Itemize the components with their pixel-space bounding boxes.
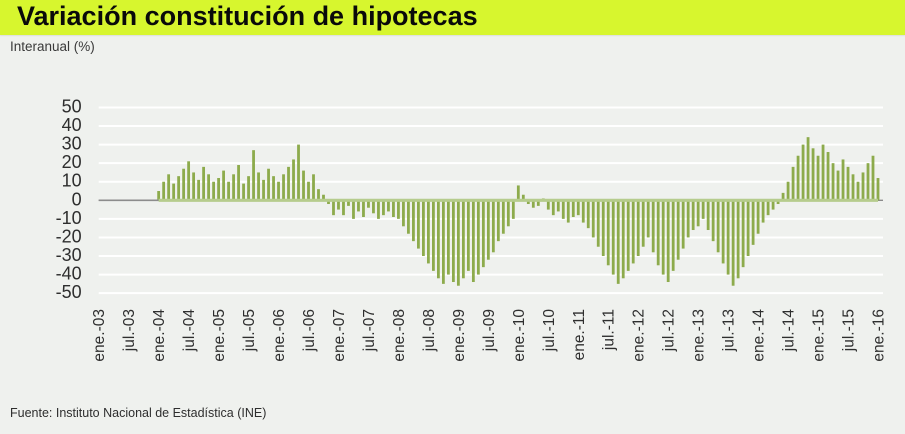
svg-text:ene.-13: ene.-13 xyxy=(691,309,708,362)
svg-text:ene.-03: ene.-03 xyxy=(91,309,108,362)
svg-text:jul.-13: jul.-13 xyxy=(721,309,738,352)
svg-text:ene.-07: ene.-07 xyxy=(331,309,348,362)
svg-text:20: 20 xyxy=(62,152,82,172)
svg-text:ene.-04: ene.-04 xyxy=(151,309,168,362)
svg-text:ene.-06: ene.-06 xyxy=(271,309,288,362)
svg-text:jul.-10: jul.-10 xyxy=(541,309,558,353)
svg-text:40: 40 xyxy=(62,115,82,135)
svg-text:jul.-14: jul.-14 xyxy=(781,309,798,353)
svg-text:-50: -50 xyxy=(56,282,82,302)
svg-text:-20: -20 xyxy=(56,226,82,246)
svg-text:jul.-04: jul.-04 xyxy=(181,309,198,353)
svg-text:ene.-11: ene.-11 xyxy=(571,309,588,360)
svg-text:50: 50 xyxy=(62,96,82,116)
svg-text:jul.-12: jul.-12 xyxy=(661,309,678,352)
svg-text:ene.-16: ene.-16 xyxy=(870,309,887,362)
svg-text:ene.-14: ene.-14 xyxy=(751,309,768,362)
svg-text:jul.-03: jul.-03 xyxy=(121,309,138,352)
svg-text:ene.-12: ene.-12 xyxy=(631,309,648,362)
svg-text:ene.-09: ene.-09 xyxy=(451,309,468,362)
svg-text:-10: -10 xyxy=(56,208,82,228)
svg-text:-40: -40 xyxy=(56,264,82,284)
svg-text:jul.-05: jul.-05 xyxy=(241,309,258,352)
svg-text:jul.-07: jul.-07 xyxy=(361,309,378,352)
svg-text:jul.-09: jul.-09 xyxy=(481,309,498,352)
svg-text:-30: -30 xyxy=(56,245,82,265)
svg-text:jul.-08: jul.-08 xyxy=(421,309,438,352)
svg-text:jul.-06: jul.-06 xyxy=(301,309,318,352)
svg-text:ene.-10: ene.-10 xyxy=(511,309,528,362)
svg-text:ene.-15: ene.-15 xyxy=(811,309,828,362)
svg-text:jul.-15: jul.-15 xyxy=(841,309,858,352)
svg-text:10: 10 xyxy=(62,171,82,191)
svg-text:jul.-11: jul.-11 xyxy=(601,309,618,351)
svg-text:0: 0 xyxy=(72,189,82,209)
svg-text:ene.-08: ene.-08 xyxy=(391,309,408,362)
svg-text:ene.-05: ene.-05 xyxy=(211,309,228,362)
svg-text:30: 30 xyxy=(62,134,82,154)
